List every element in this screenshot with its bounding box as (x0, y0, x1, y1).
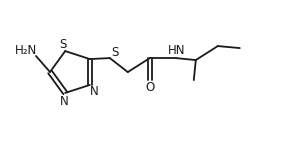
Text: HN: HN (168, 44, 185, 57)
Text: N: N (60, 95, 68, 108)
Text: S: S (59, 38, 67, 51)
Text: H₂N: H₂N (15, 44, 37, 57)
Text: O: O (145, 81, 154, 94)
Text: S: S (111, 46, 118, 59)
Text: N: N (90, 85, 99, 98)
